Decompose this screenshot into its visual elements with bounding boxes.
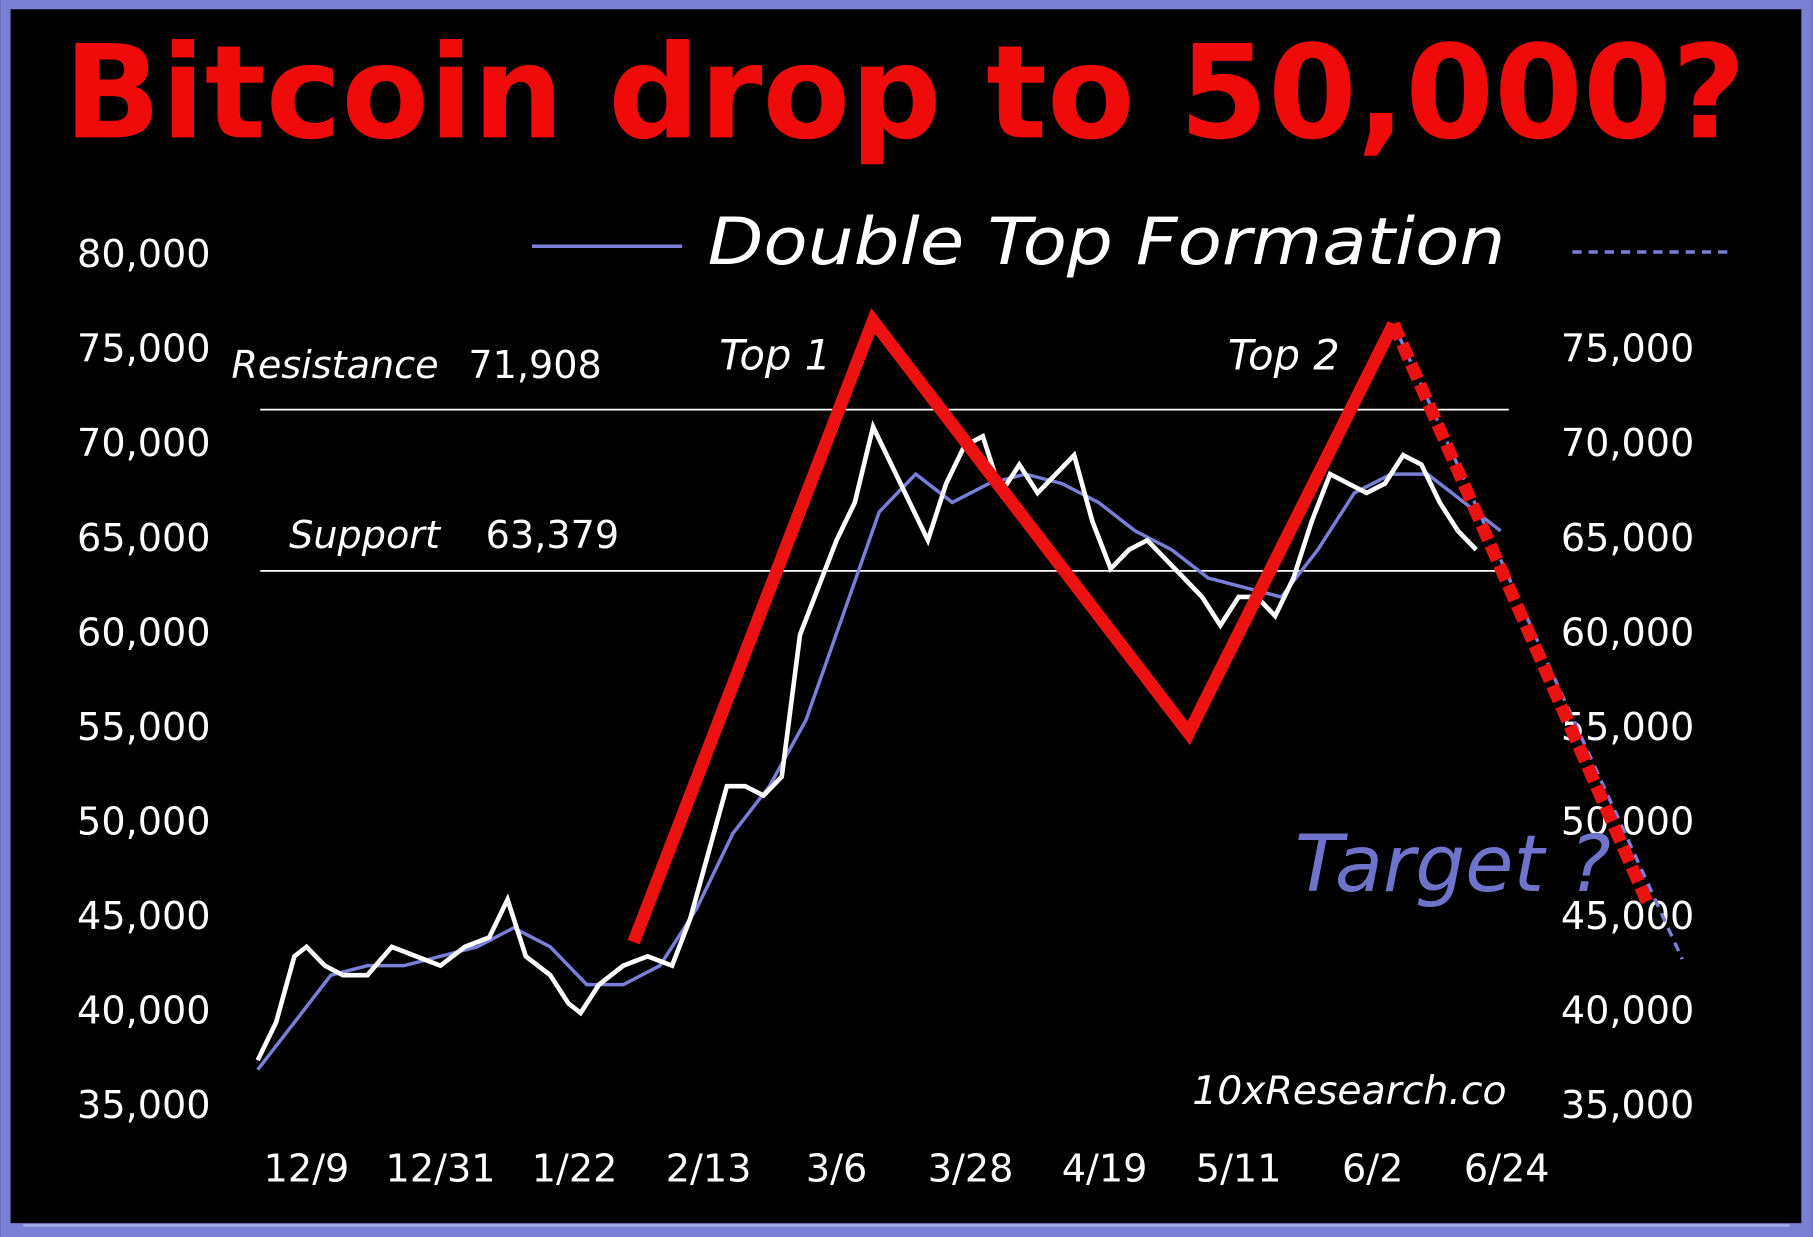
y2-tick-label: 40,000 [1561, 988, 1694, 1032]
x-tick-label: 12/9 [264, 1147, 350, 1191]
y2-tick-label: 50,000 [1561, 799, 1694, 843]
series-line [1387, 321, 1653, 904]
y-tick-label: 35,000 [77, 1083, 210, 1127]
x-tick-label: 6/2 [1342, 1147, 1403, 1191]
level-value-label: 63,379 [486, 513, 619, 557]
y2-tick-label: 70,000 [1561, 421, 1694, 465]
x-tick-label: 2/13 [666, 1147, 752, 1191]
y-tick-label: 65,000 [77, 516, 210, 560]
x-tick-label: 5/11 [1196, 1147, 1282, 1191]
legend-label: Double Top Formation [708, 205, 1506, 280]
x-tick-label: 3/28 [928, 1147, 1014, 1191]
y-tick-label: 40,000 [77, 988, 210, 1032]
annotation: Top 1 [719, 330, 831, 379]
y2-tick-label: 65,000 [1561, 516, 1694, 560]
y2-tick-label: 55,000 [1561, 705, 1694, 749]
y-tick-label: 70,000 [77, 421, 210, 465]
chart-title: Bitcoin drop to 50,000? [64, 17, 1746, 168]
series-line [627, 308, 1400, 945]
y-tick-label: 55,000 [77, 705, 210, 749]
annotation: Target ? [1295, 818, 1611, 910]
y2-tick-label: 45,000 [1561, 894, 1694, 938]
source: 10xResearch.co [1192, 1069, 1506, 1114]
y2-tick-label: 60,000 [1561, 610, 1694, 654]
y2-tick-label: 35,000 [1561, 1083, 1694, 1127]
level-value-label: 71,908 [468, 343, 601, 387]
y2-tick-label: 75,000 [1561, 327, 1694, 371]
annotation: Top 2 [1228, 330, 1340, 379]
x-tick-label: 6/24 [1464, 1147, 1550, 1191]
y-tick-label: 45,000 [77, 894, 210, 938]
x-tick-label: 4/19 [1062, 1147, 1148, 1191]
y-tick-label: 75,000 [77, 327, 210, 371]
series-line [255, 419, 1478, 1062]
x-tick-label: 1/22 [532, 1147, 618, 1191]
level-label: Resistance [231, 343, 438, 387]
y-tick-label: 60,000 [77, 610, 210, 654]
x-tick-label: 12/31 [386, 1147, 496, 1191]
y-tick-label: 80,000 [77, 232, 210, 276]
level-label: Support [289, 513, 442, 557]
background [10, 9, 1802, 1224]
x-tick-label: 3/6 [806, 1147, 867, 1191]
y-tick-label: 50,000 [77, 799, 210, 843]
